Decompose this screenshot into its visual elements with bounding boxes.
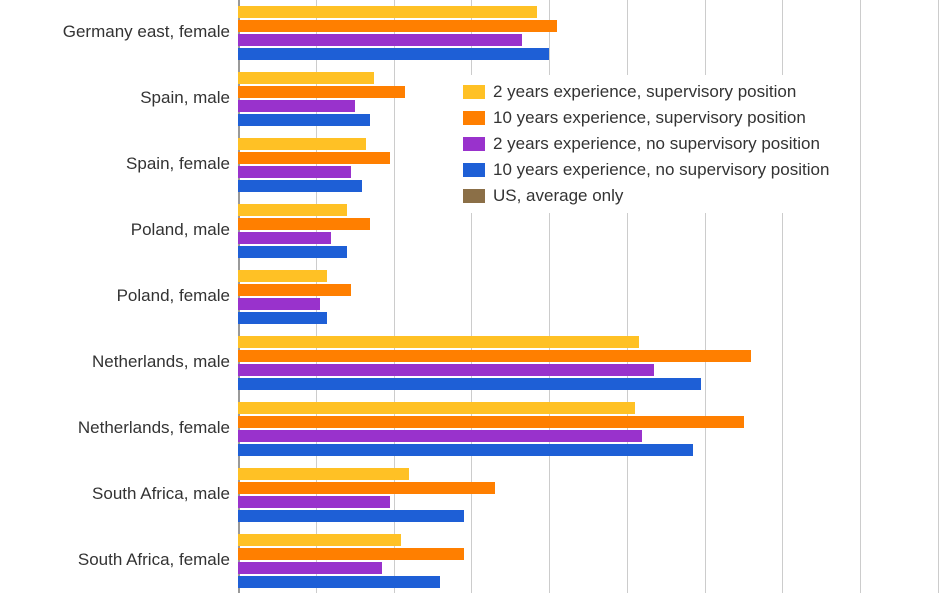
bar [238, 152, 390, 164]
bar [238, 444, 693, 456]
category-label: South Africa, male [0, 485, 230, 504]
category-label: Poland, female [0, 287, 230, 306]
bar [238, 246, 347, 258]
legend-label: US, average only [493, 186, 623, 206]
legend-label: 10 years experience, supervisory positio… [493, 108, 806, 128]
category-group: Netherlands, male [0, 336, 938, 390]
legend-swatch [463, 111, 485, 125]
bar [238, 510, 464, 522]
category-label: Netherlands, female [0, 419, 230, 438]
bar [238, 232, 331, 244]
bar [238, 6, 537, 18]
bar [238, 270, 327, 282]
bar [238, 204, 347, 216]
legend-swatch [463, 163, 485, 177]
category-group: Netherlands, female [0, 402, 938, 456]
bar [238, 378, 701, 390]
bar [238, 482, 495, 494]
legend-label: 2 years experience, supervisory position [493, 82, 796, 102]
bar [238, 364, 654, 376]
bar [238, 548, 464, 560]
bar [238, 284, 351, 296]
category-group: Poland, female [0, 270, 938, 324]
bar [238, 312, 327, 324]
bars-wrap [238, 468, 928, 522]
bar [238, 430, 642, 442]
bar [238, 166, 351, 178]
category-group: Germany east, female [0, 6, 938, 60]
legend-swatch [463, 189, 485, 203]
bar [238, 534, 401, 546]
bar [238, 48, 549, 60]
legend-item: 10 years experience, supervisory positio… [463, 105, 829, 131]
bar [238, 336, 639, 348]
legend: 2 years experience, supervisory position… [455, 75, 837, 213]
gridline [938, 0, 939, 593]
legend-item: 10 years experience, no supervisory posi… [463, 157, 829, 183]
bars-wrap [238, 402, 928, 456]
category-label: Poland, male [0, 221, 230, 240]
bar [238, 100, 355, 112]
category-group: South Africa, female [0, 534, 938, 588]
category-label: Netherlands, male [0, 353, 230, 372]
horizontal-bar-chart: Germany east, female Spain, male Spain, fe… [0, 0, 948, 593]
bars-wrap [238, 6, 928, 60]
legend-swatch [463, 85, 485, 99]
bar [238, 562, 382, 574]
bar [238, 576, 440, 588]
bars-wrap [238, 534, 928, 588]
category-group: South Africa, male [0, 468, 938, 522]
bar [238, 72, 374, 84]
bar [238, 138, 366, 150]
legend-label: 2 years experience, no supervisory posit… [493, 134, 820, 154]
category-label: Spain, male [0, 89, 230, 108]
legend-label: 10 years experience, no supervisory posi… [493, 160, 829, 180]
legend-swatch [463, 137, 485, 151]
bar [238, 416, 744, 428]
bar [238, 218, 370, 230]
bar [238, 20, 557, 32]
bar [238, 114, 370, 126]
bar [238, 180, 362, 192]
legend-item: US, average only [463, 183, 829, 209]
bar [238, 34, 522, 46]
category-label: Spain, female [0, 155, 230, 174]
bars-wrap [238, 336, 928, 390]
bar [238, 298, 320, 310]
bar [238, 86, 405, 98]
category-label: Germany east, female [0, 23, 230, 42]
bar [238, 350, 751, 362]
legend-item: 2 years experience, supervisory position [463, 79, 829, 105]
legend-item: 2 years experience, no supervisory posit… [463, 131, 829, 157]
bar [238, 402, 635, 414]
category-label: South Africa, female [0, 551, 230, 570]
bar [238, 496, 390, 508]
bars-wrap [238, 270, 928, 324]
bar [238, 468, 409, 480]
